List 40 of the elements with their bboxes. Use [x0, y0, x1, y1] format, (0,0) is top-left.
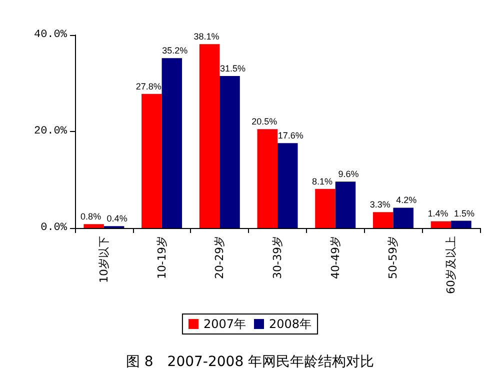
x-tick-label: 10岁以下 — [97, 236, 110, 283]
bar — [451, 220, 472, 228]
bar — [315, 188, 336, 228]
data-label: 38.1% — [194, 32, 220, 42]
data-label: 31.5% — [220, 64, 246, 74]
bar — [257, 129, 278, 228]
data-label: 1.5% — [454, 208, 474, 218]
data-label: 35.2% — [162, 46, 188, 56]
data-label: 17.6% — [278, 130, 304, 141]
data-label: 27.8% — [136, 81, 162, 92]
bar — [393, 208, 414, 228]
data-label: 0.4% — [106, 214, 128, 224]
bar — [372, 212, 394, 228]
bar — [220, 76, 240, 228]
data-label: 9.6% — [338, 169, 359, 180]
bar — [162, 58, 182, 228]
x-tick-label: 60岁及以上 — [444, 236, 458, 294]
bar — [84, 224, 104, 228]
bar — [430, 221, 452, 228]
data-label: 0.8% — [80, 212, 102, 222]
text: 图 8 2007-2008 年网民年龄结构对比 — [126, 354, 374, 370]
y-tick-label: 0.0% — [40, 222, 68, 234]
data-label: 8.1% — [312, 176, 332, 186]
x-tick-label: 50-59岁 — [386, 236, 400, 279]
x-tick-label: 30-39岁 — [271, 236, 284, 279]
x-tick-label: 20-29岁 — [213, 236, 226, 279]
bar — [335, 182, 356, 228]
bar — [142, 94, 162, 228]
bar — [278, 143, 298, 228]
x-tick-label: 10-19岁 — [155, 236, 168, 279]
data-label: 4.2% — [396, 195, 417, 206]
data-label: 3.3% — [370, 200, 390, 210]
x-tick-label: 40-49岁 — [328, 236, 342, 279]
bar — [199, 44, 220, 228]
y-tick-label: 40.0% — [34, 29, 68, 41]
legend-label: 2008年 — [269, 317, 312, 331]
legend-label: 2007年 — [203, 317, 246, 331]
data-label: 1.4% — [428, 208, 448, 219]
data-label: 20.5% — [252, 116, 278, 127]
y-tick-label: 20.0% — [34, 126, 68, 138]
